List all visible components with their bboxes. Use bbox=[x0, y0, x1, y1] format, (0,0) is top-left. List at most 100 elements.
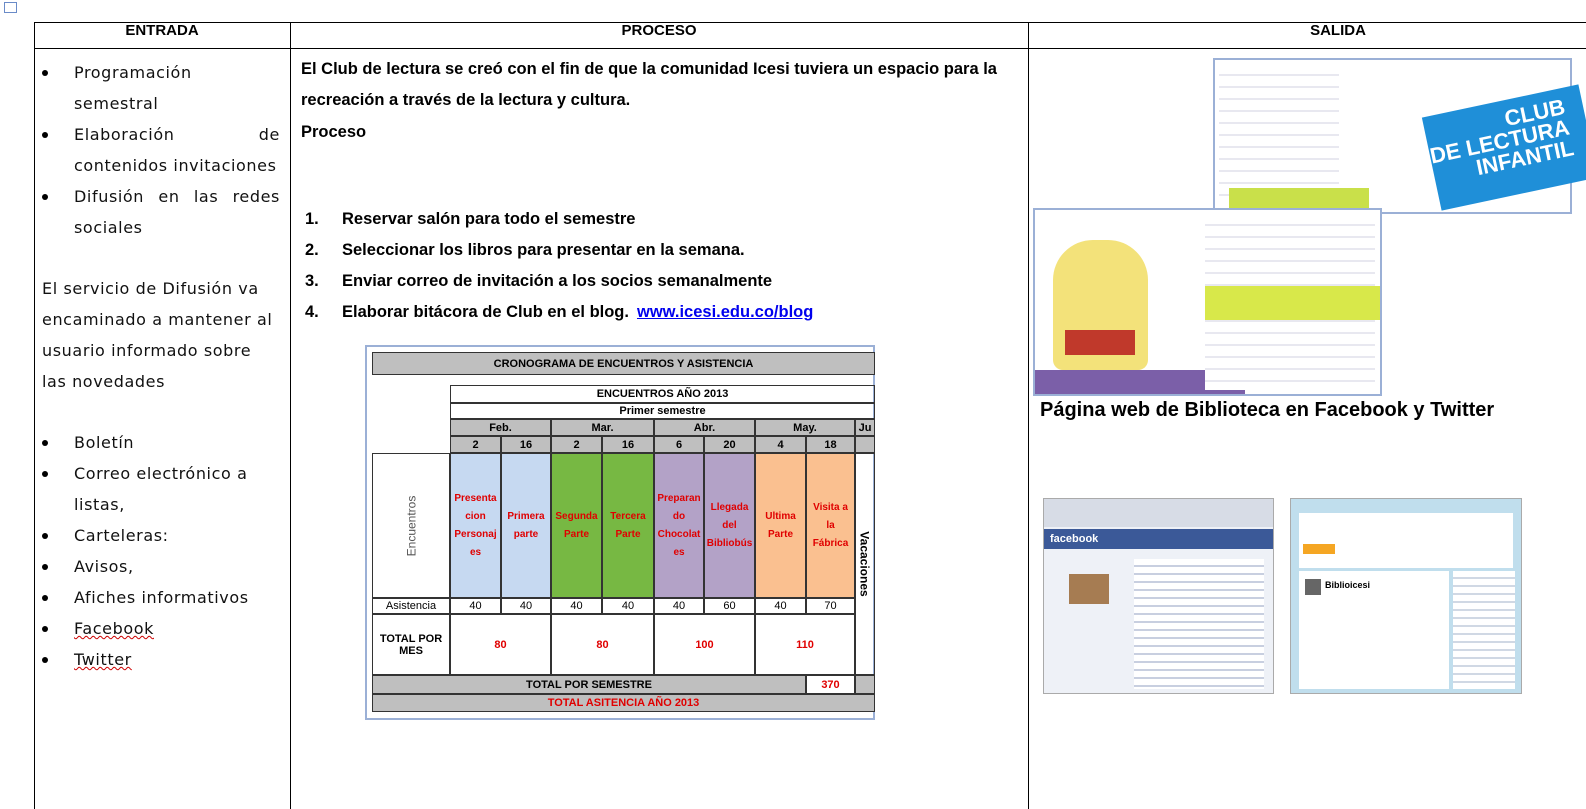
step-number: 3. bbox=[305, 272, 319, 290]
day: 16 bbox=[602, 436, 654, 453]
day: 18 bbox=[806, 436, 855, 453]
steps: 1. Reservar salón para todo el semestre 2.… bbox=[305, 204, 1025, 328]
profile-name: Biblioicesi bbox=[1325, 580, 1371, 590]
step-text: Enviar correo de invitación a los socios… bbox=[342, 272, 773, 290]
flyer bbox=[1033, 208, 1382, 396]
flyer-band bbox=[1205, 286, 1380, 320]
heading: Proceso bbox=[301, 123, 367, 141]
link[interactable]: www.icesi.edu.co/blog bbox=[636, 303, 814, 321]
list: Boletín Correo electrónico a listas, Carte… bbox=[36, 427, 280, 675]
semester-total-label: TOTAL POR SEMESTRE bbox=[372, 675, 806, 694]
table-handle[interactable] bbox=[4, 2, 17, 13]
side-cell: Vacaciones bbox=[855, 453, 875, 675]
day: 2 bbox=[551, 436, 602, 453]
monthly-total: 110 bbox=[755, 614, 855, 675]
activity: Preparando Chocolates bbox=[654, 453, 704, 598]
step: 1. Reservar salón para todo el semestre bbox=[305, 204, 1025, 235]
month: May. bbox=[755, 419, 855, 436]
border bbox=[1028, 22, 1029, 809]
side-label: Vacaciones bbox=[858, 531, 873, 597]
activity: Visita a la Fábrica bbox=[806, 453, 855, 598]
list-item: Avisos, bbox=[36, 551, 280, 582]
schedule-frame: CRONOGRAMA DE ENCUENTROS Y ASISTENCIA ENC… bbox=[365, 345, 875, 720]
list-item: Elaboración de contenidos invitaciones bbox=[36, 119, 280, 181]
row-label-cell: Encuentros bbox=[372, 453, 450, 598]
flyer-logo: CLUB DE LECTURA INFANTIL bbox=[1421, 84, 1586, 211]
fb-bar: facebook bbox=[1044, 529, 1273, 549]
activity: Tercera Parte bbox=[602, 453, 654, 598]
schedule-title: CRONOGRAMA DE ENCUENTROS Y ASISTENCIA bbox=[372, 352, 875, 375]
day: 16 bbox=[501, 436, 551, 453]
step-text: Elaborar bitácora de Club en el blog. bbox=[342, 303, 629, 321]
attendance: 40 bbox=[654, 598, 704, 614]
screenshot: facebook bbox=[1043, 498, 1274, 694]
day: 2 bbox=[450, 436, 501, 453]
sidebar bbox=[1453, 571, 1515, 689]
list: Programación semestral Elaboración de con… bbox=[36, 57, 280, 243]
column-header: ENTRADA bbox=[125, 22, 199, 39]
border bbox=[290, 22, 291, 809]
attendance: 40 bbox=[551, 598, 602, 614]
attendance: 40 bbox=[501, 598, 551, 614]
schedule-subtitle: ENCUENTROS AÑO 2013 bbox=[450, 385, 875, 403]
activity: Segunda Parte bbox=[551, 453, 602, 598]
list-item: Carteleras: bbox=[36, 520, 280, 551]
step-text: Reservar salón para todo el semestre bbox=[342, 210, 636, 228]
step-number: 1. bbox=[305, 210, 319, 228]
step-number: 4. bbox=[305, 303, 319, 321]
list-item: Programación semestral bbox=[36, 57, 280, 119]
monthly-total: 80 bbox=[450, 614, 551, 675]
list-item: Facebook bbox=[36, 613, 280, 644]
entrada: Programación semestral Elaboración de con… bbox=[36, 57, 280, 675]
thumb bbox=[1069, 574, 1109, 604]
flyer-text bbox=[1219, 64, 1339, 204]
monthly-total: 80 bbox=[551, 614, 654, 675]
list-item: Twitter bbox=[36, 644, 280, 675]
border bbox=[34, 22, 1586, 23]
illustration-book bbox=[1065, 330, 1135, 355]
day bbox=[855, 436, 875, 453]
semester-total: 370 bbox=[806, 675, 855, 694]
row-label: Encuentros bbox=[403, 495, 418, 556]
attendance-label: Asistencia bbox=[372, 598, 450, 614]
panel bbox=[1299, 571, 1449, 689]
monthly-total: 100 bbox=[654, 614, 755, 675]
month: Ju bbox=[855, 419, 875, 436]
month: Mar. bbox=[551, 419, 654, 436]
attendance: 70 bbox=[806, 598, 855, 614]
panel bbox=[1299, 513, 1513, 568]
border bbox=[34, 22, 35, 809]
button bbox=[1303, 544, 1335, 554]
browser-bar bbox=[1044, 499, 1273, 527]
list-item: Boletín bbox=[36, 427, 280, 458]
list-item: Afiches informativos bbox=[36, 582, 280, 613]
list-item: Correo electrónico a listas, bbox=[36, 458, 280, 520]
blank bbox=[855, 675, 875, 694]
attendance: 40 bbox=[450, 598, 501, 614]
attendance: 40 bbox=[755, 598, 806, 614]
screenshot: Biblioicesi bbox=[1290, 498, 1522, 694]
border bbox=[34, 48, 1586, 49]
semester: Primer semestre bbox=[450, 403, 875, 419]
month: Feb. bbox=[450, 419, 551, 436]
day: 6 bbox=[654, 436, 704, 453]
avatar bbox=[1305, 579, 1321, 595]
step-number: 2. bbox=[305, 241, 319, 259]
paragraph: El servicio de Difusión va encaminado a … bbox=[42, 279, 273, 391]
step-text: Seleccionar los libros para presentar en… bbox=[342, 241, 745, 259]
attendance: 40 bbox=[602, 598, 654, 614]
feed bbox=[1134, 559, 1264, 689]
caption: Página web de Biblioteca en Facebook y T… bbox=[1040, 399, 1495, 421]
column-header: SALIDA bbox=[1310, 22, 1366, 39]
attendance: 60 bbox=[704, 598, 755, 614]
activity: Llegada del Bibliobús bbox=[704, 453, 755, 598]
step: 3. Enviar correo de invitación a los soci… bbox=[305, 266, 1025, 297]
day: 20 bbox=[704, 436, 755, 453]
step: 4. Elaborar bitácora de Club en el blog. w… bbox=[305, 297, 1025, 328]
activity: Presentacion Personajes bbox=[450, 453, 501, 598]
year-total-label: TOTAL ASITENCIA AÑO 2013 bbox=[372, 694, 875, 712]
activity: Primera parte bbox=[501, 453, 551, 598]
intro: El Club de lectura se creó con el fin de… bbox=[301, 60, 997, 109]
list-item: Difusión en las redes sociales bbox=[36, 181, 280, 243]
